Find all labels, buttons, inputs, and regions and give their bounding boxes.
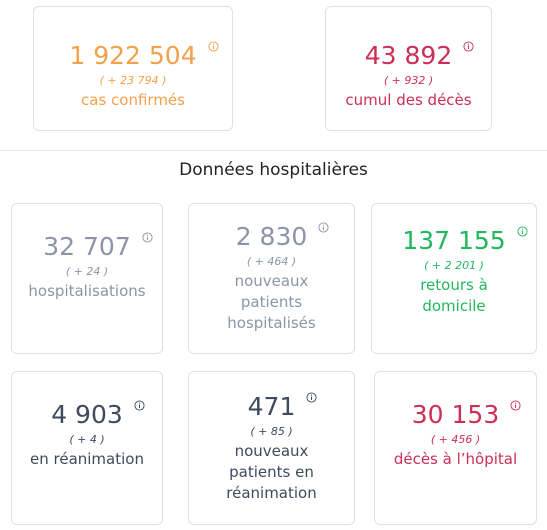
stat-value: 1 922 504 [69, 41, 219, 70]
stat-value: 4 903 [51, 400, 145, 429]
separator [0, 150, 547, 151]
info-icon [134, 400, 145, 411]
info-icon [463, 41, 474, 52]
stat-value: 137 155 [402, 226, 528, 255]
stat-value: 2 830 [236, 222, 329, 251]
stat-label: nouveaux patients en réanimation [226, 442, 317, 502]
section-title: Données hospitalières [179, 160, 368, 180]
info-icon [318, 222, 329, 233]
stat-card: 4 903 ( + 4 ) en réanimation [11, 371, 163, 525]
info-icon [208, 41, 219, 52]
stat-label: retours à domicile [420, 276, 488, 315]
stat-label: nouveaux patients hospitalisés [227, 272, 316, 332]
stat-card: 2 830 ( + 464 ) nouveaux patients hospital… [188, 203, 355, 354]
stat-card: 1 922 504 ( + 23 794 ) cas confirmés [33, 6, 233, 131]
stat-delta: ( + 2 201 ) [424, 259, 484, 272]
stat-label: décès à l’hôpital [393, 450, 518, 468]
stat-delta: ( + 24 ) [65, 265, 109, 278]
stat-value: 32 707 [43, 232, 153, 261]
stat-card: 30 153 ( + 456 ) décès à l’hôpital [374, 371, 537, 525]
stat-card: 32 707 ( + 24 ) hospitalisations [11, 203, 163, 354]
info-icon [510, 400, 521, 411]
stat-card: 471 ( + 85 ) nouveaux patients en réanimat… [188, 371, 355, 525]
stat-value: 43 892 [365, 41, 474, 70]
stat-delta: ( + 4 ) [69, 433, 105, 446]
info-icon [306, 392, 317, 403]
stat-label: en réanimation [30, 450, 144, 468]
stat-card: 137 155 ( + 2 201 ) retours à domicile [371, 203, 537, 354]
stat-delta: ( + 932 ) [383, 74, 434, 87]
stat-value: 471 [248, 392, 317, 421]
stat-delta: ( + 23 794 ) [99, 74, 167, 87]
stat-label: cas confirmés [81, 91, 185, 109]
stat-delta: ( + 456 ) [430, 433, 481, 446]
stat-value: 30 153 [412, 400, 521, 429]
info-icon [517, 226, 528, 237]
stat-label: hospitalisations [28, 282, 146, 300]
info-icon [142, 232, 153, 243]
stat-delta: ( + 85 ) [250, 425, 293, 438]
stat-delta: ( + 464 ) [246, 255, 297, 268]
stat-card: 43 892 ( + 932 ) cumul des décès [325, 6, 492, 131]
stat-label: cumul des décès [345, 91, 472, 109]
